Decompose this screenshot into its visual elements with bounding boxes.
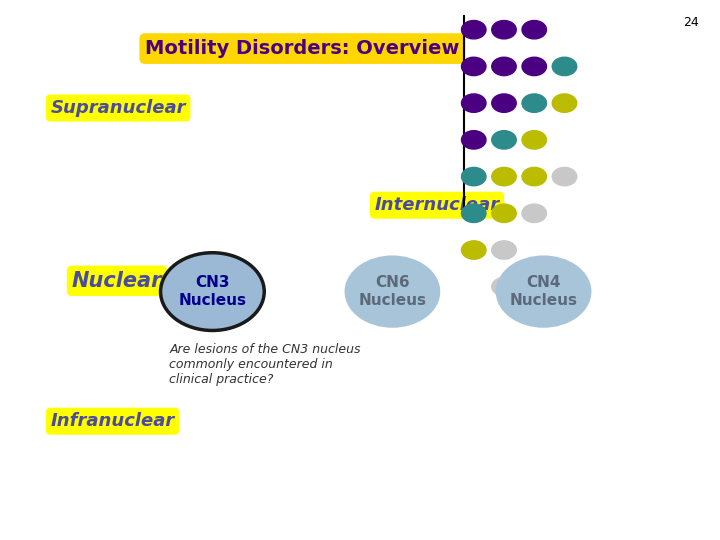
Circle shape — [522, 57, 546, 76]
Circle shape — [462, 57, 486, 76]
Circle shape — [462, 131, 486, 149]
Text: Infranuclear: Infranuclear — [50, 412, 175, 430]
Circle shape — [522, 131, 546, 149]
Text: Motility Disorders: Overview: Motility Disorders: Overview — [145, 39, 459, 58]
Text: Supranuclear: Supranuclear — [50, 99, 186, 117]
Circle shape — [497, 256, 590, 327]
Circle shape — [161, 253, 264, 330]
Circle shape — [492, 94, 516, 112]
Text: 24: 24 — [683, 16, 698, 29]
Circle shape — [552, 167, 577, 186]
Circle shape — [522, 21, 546, 39]
Text: CN3
Nucleus: CN3 Nucleus — [179, 275, 246, 308]
Circle shape — [492, 278, 516, 296]
Text: CN6
Nucleus: CN6 Nucleus — [359, 275, 426, 308]
Circle shape — [492, 21, 516, 39]
Circle shape — [522, 167, 546, 186]
Circle shape — [346, 256, 439, 327]
Text: Are lesions of the CN3 nucleus
commonly encountered in
clinical practice?: Are lesions of the CN3 nucleus commonly … — [169, 343, 361, 386]
Circle shape — [462, 94, 486, 112]
Circle shape — [522, 204, 546, 222]
Circle shape — [492, 241, 516, 259]
Text: Internuclear: Internuclear — [374, 196, 500, 214]
Text: CN4
Nucleus: CN4 Nucleus — [510, 275, 577, 308]
Circle shape — [462, 167, 486, 186]
Circle shape — [462, 204, 486, 222]
Circle shape — [552, 94, 577, 112]
Circle shape — [492, 204, 516, 222]
Circle shape — [492, 167, 516, 186]
Circle shape — [492, 131, 516, 149]
Circle shape — [492, 57, 516, 76]
Circle shape — [462, 21, 486, 39]
Circle shape — [522, 94, 546, 112]
Circle shape — [552, 57, 577, 76]
Circle shape — [462, 241, 486, 259]
Text: Nuclear: Nuclear — [72, 271, 163, 291]
